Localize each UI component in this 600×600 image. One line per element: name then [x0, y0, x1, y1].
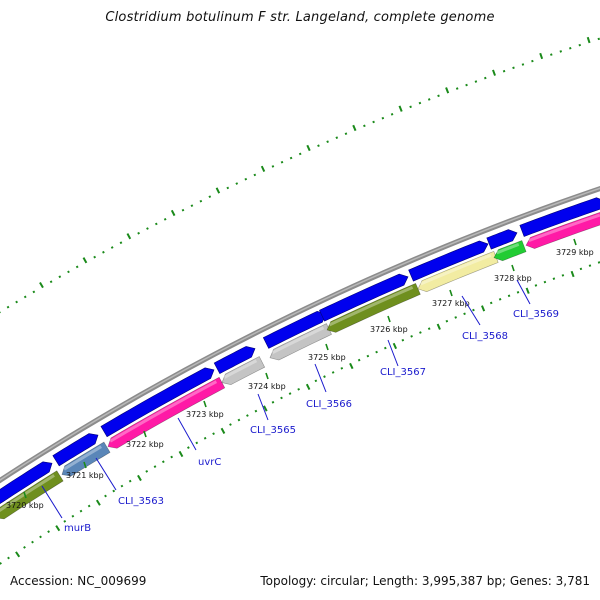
reverse-gene-block: [221, 356, 266, 385]
gene-label: CLI_3567: [380, 367, 426, 378]
coordinate-label: 3728 kbp: [494, 274, 532, 283]
forward-gene-block: [408, 240, 489, 282]
forward-gene-block: [52, 433, 99, 467]
coordinate-label: 3723 kbp: [186, 410, 224, 419]
reverse-strand-track: [0, 212, 600, 520]
coordinate-label: 3726 kbp: [370, 325, 408, 334]
gene-label: CLI_3565: [250, 425, 296, 436]
topology-summary: Topology: circular; Length: 3,995,387 bp…: [260, 574, 590, 588]
coordinate-label: 3722 kbp: [126, 440, 164, 449]
gene-label: uvrC: [198, 457, 221, 468]
reverse-gene-block: [326, 282, 421, 333]
coordinate-label: 3720 kbp: [6, 501, 44, 510]
reverse-gene-block: [493, 240, 527, 262]
reverse-gene-block: [61, 441, 111, 477]
gene-labels: murB CLI_3563 uvrC CLI_3565 CLI_3566 CLI_3567…: [41, 279, 559, 534]
outer-dotted-track: [0, 36, 600, 314]
forward-gene-block: [319, 273, 409, 322]
forward-gene-block: [100, 367, 215, 438]
forward-gene-block: [519, 197, 600, 237]
gene-label: CLI_3568: [462, 331, 508, 342]
reverse-gene-block: [0, 470, 64, 520]
coordinate-label: 3724 kbp: [248, 382, 286, 391]
coordinate-label: 3721 kbp: [66, 471, 104, 480]
coordinate-labels: 3720 kbp 3721 kbp 3722 kbp 3723 kbp 3724 kbp…: [6, 238, 594, 510]
inner-dotted-track: [0, 261, 600, 565]
gene-label: CLI_3569: [513, 309, 559, 320]
forward-gene-block: [213, 346, 256, 374]
forward-gene-block: [486, 229, 518, 250]
coordinate-label: 3727 kbp: [432, 299, 470, 308]
reverse-gene-block: [107, 376, 226, 449]
forward-strand-track: [0, 197, 600, 505]
coordinate-label: 3729 kbp: [556, 248, 594, 257]
map-title: Clostridium botulinum F str. Langeland, …: [105, 10, 495, 25]
coordinate-label: 3725 kbp: [308, 353, 346, 362]
forward-gene-block: [0, 461, 53, 505]
reverse-gene-block: [525, 212, 600, 249]
gene-label: CLI_3566: [306, 399, 352, 410]
gene-label: CLI_3563: [118, 496, 164, 507]
gene-label: murB: [64, 523, 91, 534]
accession-text: Accession: NC_009699: [10, 574, 147, 588]
